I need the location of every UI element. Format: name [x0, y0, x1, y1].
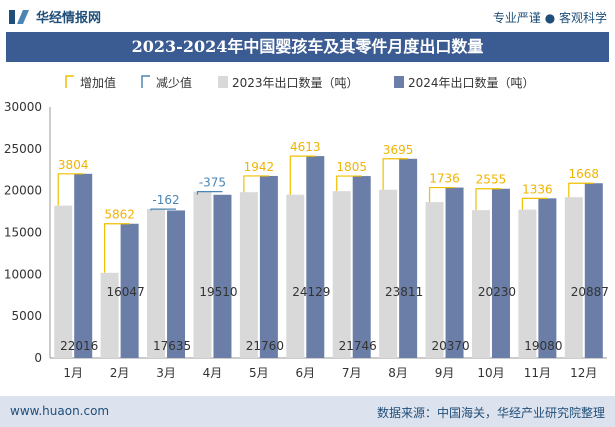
x-tick-label-1: 1月: [63, 366, 83, 380]
change-label-2: 5862: [104, 208, 135, 222]
y-tick-label-6: 30000: [4, 100, 42, 114]
x-tick-label-4: 4月: [203, 366, 223, 380]
value-label-2024-10: 20230: [478, 285, 516, 299]
bar-chart: 增加值 减少值 2023年出口数量（吨） 2024年出口数量（吨） 0 5000 10000…: [4, 75, 609, 380]
value-label-2024-11: 19080: [524, 339, 562, 353]
x-tick-label-11: 11月: [524, 366, 551, 380]
legend-label-0: 增加值: [80, 75, 116, 90]
change-label-12: 1668: [569, 167, 600, 181]
change-bracket-8: [382, 158, 409, 190]
chart-title: 2023-2024年中国婴孩车及其零件月度出口数量: [131, 37, 484, 56]
top-bar: 华经情报网 专业严谨 ● 客观科学: [0, 0, 615, 32]
x-tick-label-5: 5月: [249, 366, 269, 380]
bar-2024-6: [306, 156, 325, 358]
bar-2024-4: [213, 194, 232, 358]
bar-2023-8: [379, 189, 398, 358]
bar-2024-1: [74, 173, 93, 358]
legend-label-3: 2024年出口数量（吨）: [408, 75, 535, 90]
bar-2023-11: [518, 209, 537, 358]
bar-2024-7: [352, 176, 371, 358]
bar-2023-7: [332, 191, 351, 358]
value-label-2024-5: 21760: [246, 339, 284, 353]
bar-2024-11: [538, 198, 557, 358]
bar-2024-5: [259, 175, 278, 358]
value-label-2024-12: 20887: [571, 285, 609, 299]
bar-2024-10: [491, 188, 510, 358]
value-label-2024-1: 22016: [60, 339, 98, 353]
bar-2023-3: [147, 209, 166, 358]
bar-2024-3: [167, 210, 186, 358]
change-label-5: 1942: [244, 160, 275, 174]
change-bracket-10: [475, 188, 501, 211]
change-label-6: 4613: [290, 140, 321, 154]
change-label-1: 3804: [58, 158, 89, 172]
brand-logo-icon: [9, 9, 29, 24]
legend-swatch-2: [218, 76, 228, 88]
bar-2023-2: [100, 272, 119, 358]
value-label-2024-4: 19510: [199, 285, 237, 299]
site-url: www.huaon.com: [10, 404, 110, 418]
change-bracket-12: [568, 182, 594, 198]
change-bracket-1: [57, 173, 84, 206]
y-tick-label-3: 15000: [4, 226, 42, 240]
y-tick-label-2: 10000: [4, 267, 42, 281]
x-tick-label-8: 8月: [388, 366, 408, 380]
change-bracket-9: [428, 186, 455, 203]
value-label-2024-8: 23811: [385, 285, 423, 299]
legend-swatch-0: [65, 75, 74, 88]
change-label-10: 2555: [476, 173, 507, 187]
bar-2023-1: [54, 205, 73, 358]
change-label-8: 3695: [383, 143, 414, 157]
change-bracket-4: [196, 191, 223, 195]
legend-swatch-1: [141, 75, 150, 88]
bar-2023-5: [239, 192, 258, 358]
brand: 华经情报网: [8, 7, 101, 26]
bar-2024-8: [399, 158, 418, 358]
value-label-2024-3: 17635: [153, 339, 191, 353]
footer-bar: www.huaon.com 数据来源：中国海关，华经产业研究院整理: [0, 396, 615, 427]
y-tick-label-1: 5000: [11, 309, 42, 323]
change-label-11: 1336: [522, 182, 553, 196]
value-label-2024-9: 20370: [431, 339, 469, 353]
bar-2023-4: [193, 191, 212, 358]
brand-name: 华经情报网: [36, 11, 102, 26]
change-label-9: 1736: [429, 172, 460, 186]
change-bracket-2: [104, 223, 130, 273]
change-label-4: -375: [199, 176, 226, 190]
legend-swatch-3: [394, 76, 404, 88]
data-source: 数据来源：中国海关，华经产业研究院整理: [376, 406, 605, 420]
bar-2023-9: [425, 202, 444, 358]
x-tick-label-7: 7月: [342, 366, 362, 380]
change-bracket-11: [521, 197, 548, 210]
bar-2023-6: [286, 194, 305, 358]
title-bar: 2023-2024年中国婴孩车及其零件月度出口数量: [6, 32, 609, 62]
slogan: 专业严谨 ● 客观科学: [492, 11, 607, 25]
change-bracket-3: [150, 208, 177, 211]
change-label-3: -162: [152, 193, 179, 207]
bar-2023-10: [471, 210, 490, 358]
change-bracket-7: [336, 175, 362, 192]
x-tick-label-6: 6月: [295, 366, 315, 380]
change-bracket-6: [289, 155, 316, 195]
legend-label-2: 2023年出口数量（吨）: [232, 75, 359, 90]
bar-2024-9: [445, 187, 464, 358]
y-tick-label-5: 25000: [4, 142, 42, 156]
bar-2024-12: [584, 183, 603, 358]
x-tick-label-9: 9月: [435, 366, 455, 380]
y-tick-label-0: 0: [34, 351, 42, 365]
change-bracket-5: [243, 175, 269, 193]
x-tick-label-12: 12月: [570, 366, 597, 380]
value-label-2024-6: 24129: [292, 285, 330, 299]
y-tick-label-4: 20000: [4, 184, 42, 198]
x-tick-label-10: 10月: [477, 366, 504, 380]
value-label-2024-7: 21746: [339, 339, 377, 353]
legend-label-1: 减少值: [156, 75, 192, 90]
x-tick-label-3: 3月: [156, 366, 176, 380]
change-label-7: 1805: [336, 160, 367, 174]
bar-2023-12: [564, 197, 583, 358]
value-label-2024-2: 16047: [107, 285, 145, 299]
bar-2024-2: [120, 223, 139, 358]
x-tick-label-2: 2月: [110, 366, 130, 380]
